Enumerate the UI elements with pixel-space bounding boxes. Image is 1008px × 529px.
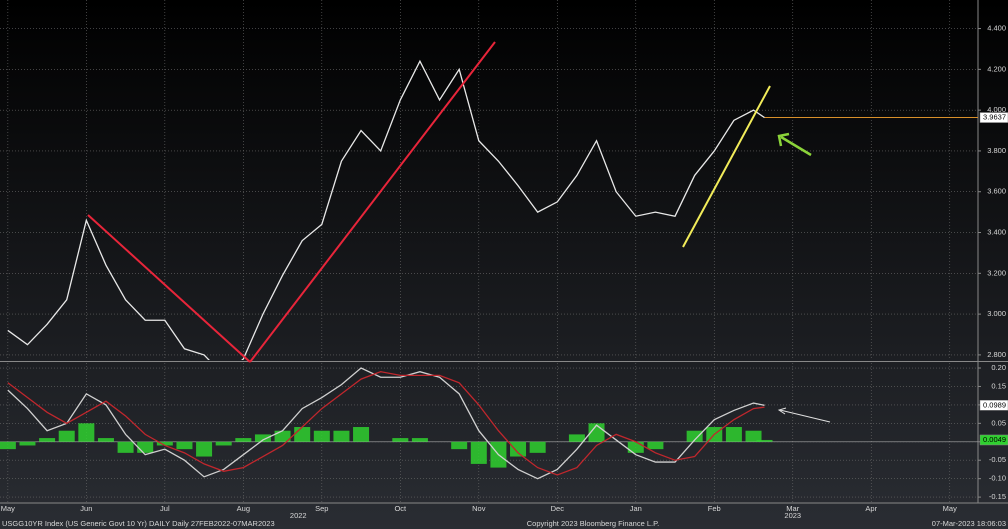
trend-line	[682, 85, 771, 248]
series-line	[7, 371, 765, 476]
value-tag-box	[979, 434, 1008, 446]
value-tag: 3.9637	[983, 113, 1006, 122]
histogram-bar	[254, 434, 271, 442]
histogram-bar	[725, 427, 742, 442]
histogram-bar	[313, 430, 330, 442]
histogram-bar	[411, 438, 428, 442]
y-tick-label: 3.800	[987, 146, 1006, 155]
y-tick-label: 3.000	[987, 309, 1006, 318]
histogram-bar	[627, 441, 644, 453]
histogram-bar	[39, 438, 56, 442]
value-tag: 0.0049	[983, 435, 1006, 444]
x-tick-label: May	[1, 504, 15, 513]
x-tick-label: Jun	[80, 504, 92, 513]
histogram-bar	[451, 441, 468, 450]
histogram-bar	[568, 434, 585, 442]
histogram-bar	[196, 441, 213, 457]
y-tick-label: 0.05	[991, 418, 1006, 427]
x-tick-label: Apr	[865, 504, 877, 513]
histogram-bar	[274, 430, 291, 442]
histogram-bar	[97, 438, 114, 442]
histogram-bar	[294, 427, 311, 442]
histogram-bar	[156, 441, 173, 446]
x-tick-label: Oct	[394, 504, 407, 513]
x-tick-label: May	[943, 504, 957, 513]
x-tick-label: Mar	[786, 504, 799, 513]
histogram-bar	[333, 430, 350, 442]
histogram-bar	[19, 441, 36, 446]
x-tick-label: Sep	[315, 504, 328, 513]
histogram-bar	[235, 438, 252, 442]
histogram-bar	[176, 441, 193, 450]
x-tick-label: Jan	[630, 504, 642, 513]
y-tick-label: 4.200	[987, 64, 1006, 73]
series-line	[7, 367, 765, 480]
value-tag: 0.0989	[983, 400, 1006, 409]
y-tick-label: 0.15	[991, 381, 1006, 390]
histogram-bar	[78, 423, 95, 442]
y-tick-label: 0.20	[991, 363, 1006, 372]
y-tick-label: 3.400	[987, 228, 1006, 237]
y-tick-label: 2.800	[987, 350, 1006, 359]
y-tick-label: -0.10	[989, 474, 1006, 483]
y-tick-label: 4.000	[987, 105, 1006, 114]
x-tick-label: Dec	[551, 504, 565, 513]
y-tick-label: 4.400	[987, 24, 1006, 33]
footer-left: USGG10YR Index (US Generic Govt 10 Yr) D…	[2, 519, 275, 528]
histogram-bar	[686, 430, 703, 442]
y-tick-label: -0.05	[989, 455, 1006, 464]
histogram-bar	[529, 441, 546, 453]
footer-right: 07-Mar-2023 18:06:03	[932, 519, 1006, 528]
year-label: 2022	[290, 511, 307, 520]
trend-line	[87, 214, 251, 363]
x-tick-label: Feb	[708, 504, 721, 513]
histogram-bar	[215, 441, 232, 446]
histogram-bar	[137, 441, 154, 453]
arrow	[777, 132, 812, 157]
series-line	[7, 59, 765, 360]
histogram-bar	[392, 438, 409, 442]
footer-center: Copyright 2023 Bloomberg Finance L.P.	[527, 519, 659, 528]
histogram-bar	[745, 430, 762, 442]
y-tick-label: -0.15	[989, 492, 1006, 501]
year-label: 2023	[784, 511, 801, 520]
histogram-bar	[0, 441, 16, 450]
histogram-bar	[510, 441, 527, 457]
arrow	[777, 407, 831, 423]
y-tick-label: 3.200	[987, 268, 1006, 277]
x-tick-label: Jul	[160, 504, 170, 513]
value-tag-box	[979, 400, 1008, 411]
histogram-bar	[117, 441, 134, 453]
value-tag-box	[979, 112, 1008, 123]
histogram-bar	[470, 441, 487, 464]
trend-line	[249, 41, 496, 363]
histogram-bar	[756, 439, 773, 442]
x-tick-label: Nov	[472, 504, 486, 513]
histogram-bar	[58, 430, 75, 442]
histogram-bar	[647, 441, 664, 450]
histogram-bar	[353, 427, 370, 442]
y-tick-label: 3.600	[987, 187, 1006, 196]
x-tick-label: Aug	[237, 504, 250, 513]
